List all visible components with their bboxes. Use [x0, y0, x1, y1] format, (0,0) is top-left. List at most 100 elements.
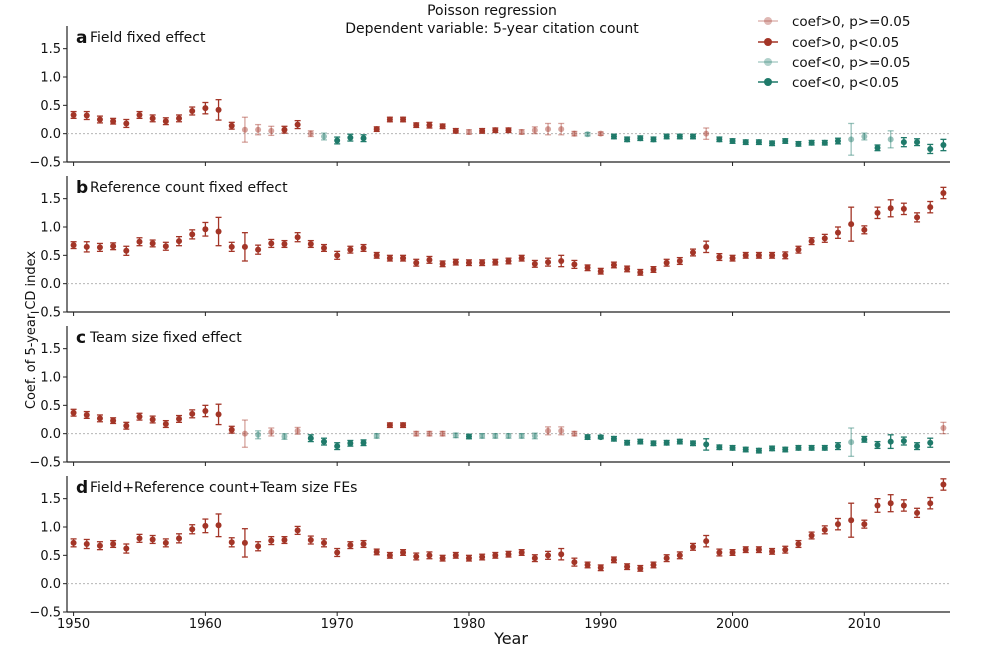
data-point-2012: [887, 130, 894, 149]
point-marker: [729, 255, 736, 262]
point-marker: [255, 246, 262, 253]
point-marker: [571, 261, 578, 268]
point-marker: [83, 112, 90, 119]
x-tick-label: 1970: [321, 617, 354, 632]
point-marker: [400, 116, 407, 123]
point-marker: [96, 415, 103, 422]
data-point-1978: [439, 123, 446, 130]
point-marker: [610, 133, 617, 140]
point-marker: [861, 436, 868, 443]
point-marker: [690, 133, 697, 140]
point-marker: [834, 229, 841, 236]
point-marker: [940, 190, 947, 196]
data-point-1981: [479, 259, 486, 267]
data-point-1973: [373, 251, 380, 259]
point-marker: [452, 552, 459, 559]
legend-marker: [764, 38, 772, 46]
data-point-2006: [808, 237, 815, 246]
point-marker: [663, 259, 670, 266]
data-point-1961: [215, 216, 222, 247]
data-point-1995: [663, 439, 670, 446]
data-point-1959: [189, 524, 196, 535]
point-marker: [241, 539, 248, 546]
point-marker: [96, 542, 103, 549]
point-marker: [347, 246, 354, 253]
point-marker: [281, 433, 288, 440]
panel-a: −0.5 0.0 0.5 1.0 1.5 a Field fixed effect: [29, 26, 950, 171]
point-marker: [255, 431, 262, 438]
point-marker: [874, 209, 881, 216]
point-marker: [821, 139, 828, 146]
point-marker: [729, 138, 736, 145]
data-point-1961: [215, 403, 222, 426]
point-marker: [334, 549, 341, 556]
data-point-1955: [136, 110, 143, 120]
point-marker: [558, 427, 565, 434]
data-point-1988: [571, 259, 578, 270]
data-point-1954: [123, 118, 130, 129]
data-point-1971: [347, 133, 354, 142]
data-point-2013: [900, 136, 907, 148]
data-point-1960: [202, 404, 209, 418]
point-marker: [479, 127, 486, 134]
panel-title: Team size fixed effect: [89, 330, 242, 346]
data-point-1972: [360, 134, 367, 143]
point-marker: [795, 246, 802, 253]
legend-entry-neg-sig: coef<0, p<0.05: [758, 75, 899, 91]
point-marker: [742, 546, 749, 553]
data-point-1953: [110, 539, 117, 549]
data-point-1997: [690, 133, 697, 140]
data-point-2012: [887, 434, 894, 450]
point-marker: [782, 546, 789, 553]
point-marker: [571, 559, 578, 566]
data-point-2008: [834, 442, 841, 451]
point-marker: [782, 138, 789, 145]
data-point-1993: [637, 135, 644, 142]
data-point-1975: [400, 422, 407, 429]
data-point-1992: [624, 563, 631, 571]
point-marker: [373, 126, 380, 133]
data-point-1967: [294, 232, 301, 243]
point-marker: [215, 411, 222, 418]
point-marker: [149, 240, 156, 247]
data-point-2003: [769, 140, 776, 147]
data-point-1986: [545, 257, 552, 267]
y-tick-label: 1.5: [40, 42, 61, 57]
y-tick-label: 0.0: [40, 577, 61, 592]
point-marker: [742, 252, 749, 259]
point-marker: [650, 136, 657, 143]
data-point-1969: [320, 437, 327, 446]
point-marker: [848, 439, 855, 446]
point-marker: [676, 258, 683, 264]
point-marker: [755, 252, 762, 259]
point-marker: [676, 133, 683, 140]
point-marker: [808, 139, 815, 146]
point-marker: [413, 259, 420, 266]
data-point-1957: [162, 419, 169, 429]
data-point-1998: [703, 240, 710, 254]
data-point-1967: [294, 119, 301, 130]
point-marker: [874, 502, 881, 509]
point-marker: [690, 440, 697, 447]
point-marker: [281, 537, 288, 544]
data-point-1968: [307, 434, 314, 443]
point-marker: [848, 221, 855, 228]
point-marker: [834, 443, 841, 450]
point-marker: [281, 241, 288, 247]
data-point-2009: [848, 427, 855, 457]
data-point-1979: [452, 432, 459, 439]
point-marker: [492, 127, 499, 134]
point-marker: [228, 243, 235, 250]
point-marker: [769, 140, 776, 147]
point-marker: [492, 552, 499, 559]
data-point-1966: [281, 125, 288, 134]
data-point-1998: [703, 127, 710, 140]
data-point-2005: [795, 444, 802, 451]
point-marker: [202, 522, 209, 529]
data-point-1980: [465, 259, 472, 267]
point-marker: [360, 439, 367, 446]
point-marker: [703, 538, 710, 545]
data-point-1971: [347, 541, 354, 550]
data-point-2008: [834, 517, 841, 531]
point-marker: [914, 139, 921, 146]
